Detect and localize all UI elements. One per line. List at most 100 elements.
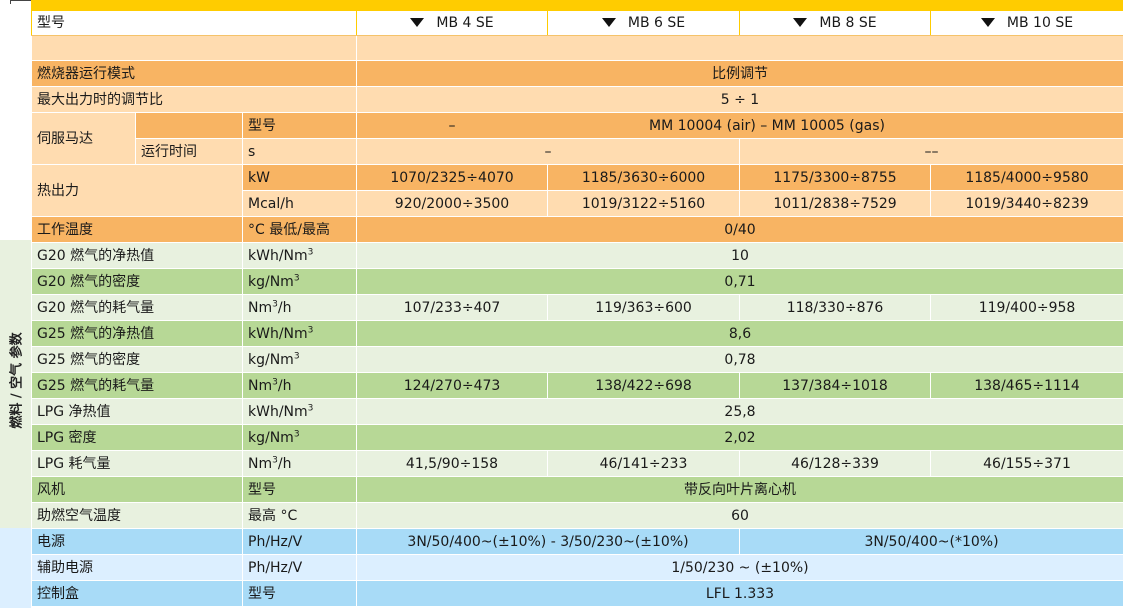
- table-row: G20 燃气的净热值 kWh/Nm3 10: [31, 242, 1123, 269]
- cell-value: 137/384÷1018: [739, 372, 931, 399]
- row-label: G25 燃气的密度: [31, 346, 243, 373]
- table-row: 电源 Ph/Hz/V 3N/50/400~(±10%) - 3/50/230~(…: [31, 528, 1123, 555]
- row-unit: kg/Nm3: [242, 268, 357, 295]
- row-unit: Ph/Hz/V: [242, 528, 357, 555]
- dropdown-triangle-icon: [793, 17, 808, 27]
- cell-value: 1070/2325÷4070: [356, 164, 548, 191]
- cell-value: 46/141÷233: [547, 450, 740, 477]
- table-row: 控制盒 型号 LFL 1.333: [31, 580, 1123, 607]
- cell-value: 1185/3630÷6000: [547, 164, 740, 191]
- row-label: G25 燃气的净热值: [31, 320, 243, 347]
- table-row: G25 燃气的净热值 kWh/Nm3 8,6: [31, 320, 1123, 347]
- cell-value: 1019/3122÷5160: [547, 190, 740, 217]
- row-unit: Nm3/h: [242, 450, 357, 477]
- row-unit: kW: [242, 164, 357, 191]
- cell-value: 1019/3440÷8239: [930, 190, 1123, 217]
- row-value: 8,6: [356, 320, 1123, 347]
- row-unit: 型号: [242, 476, 357, 503]
- cell-value: 1185/4000÷9580: [930, 164, 1123, 191]
- model-select-mb6[interactable]: MB 6 SE: [547, 10, 740, 36]
- row-value: 1/50/230 ~ (±10%): [356, 554, 1123, 581]
- cell-value: 41,5/90÷158: [356, 450, 548, 477]
- spec-table: 型号 MB 4 SE MB 6 SE MB 8 SE MB 10 SE 燃烧器运…: [31, 10, 1123, 607]
- row-unit: Mcal/h: [242, 190, 357, 217]
- row-value: –: [356, 138, 740, 165]
- table-row: 助燃空气温度 最高 °C 60: [31, 502, 1123, 529]
- row-unit: Ph/Hz/V: [242, 554, 357, 581]
- row-value: 0/40: [356, 216, 1123, 243]
- row-unit: kg/Nm3: [242, 424, 357, 451]
- spacer-row: [31, 35, 1123, 61]
- row-unit: 型号: [242, 580, 357, 607]
- row-value: 比例调节: [356, 60, 1123, 87]
- cell-value: 46/128÷339: [739, 450, 931, 477]
- model-header-row: 型号 MB 4 SE MB 6 SE MB 8 SE MB 10 SE: [31, 10, 1123, 36]
- corner-rule: [10, 0, 32, 1]
- row-value: 2,02: [356, 424, 1123, 451]
- fuel-section-strip: [0, 240, 31, 528]
- dropdown-triangle-icon: [410, 17, 425, 27]
- row-label: 热出力: [31, 164, 243, 217]
- row-label: 电源: [31, 528, 243, 555]
- row-unit: s: [242, 138, 357, 165]
- row-label: LPG 密度: [31, 424, 243, 451]
- row-value: – MM 10004 (air) – MM 10005 (gas): [356, 112, 1123, 139]
- row-label: LPG 耗气量: [31, 450, 243, 477]
- row-unit: Nm3/h: [242, 372, 357, 399]
- row-value: 5 ÷ 1: [356, 86, 1123, 113]
- cell-value: 138/422÷698: [547, 372, 740, 399]
- row-value: 0,78: [356, 346, 1123, 373]
- row-label: 控制盒: [31, 580, 243, 607]
- model-select-mb10[interactable]: MB 10 SE: [930, 10, 1123, 36]
- header-label: 型号: [31, 10, 357, 36]
- model-select-mb8[interactable]: MB 8 SE: [739, 10, 931, 36]
- row-value: 60: [356, 502, 1123, 529]
- table-row: LPG 密度 kg/Nm3 2,02: [31, 424, 1123, 451]
- table-row: 风机 型号 带反向叶片离心机: [31, 476, 1123, 503]
- row-label: LPG 净热值: [31, 398, 243, 425]
- row-label: G20 燃气的密度: [31, 268, 243, 295]
- cell-value: 1175/3300÷8755: [739, 164, 931, 191]
- table-row: 最大出力时的调节比 5 ÷ 1: [31, 86, 1123, 113]
- row-label: 伺服马达: [31, 112, 136, 165]
- table-row: LPG 耗气量 Nm3/h 41,5/90÷158 46/141÷233 46/…: [31, 450, 1123, 477]
- table-row: 辅助电源 Ph/Hz/V 1/50/230 ~ (±10%): [31, 554, 1123, 581]
- cell-value: 119/400÷958: [930, 294, 1123, 321]
- corner-mark: [10, 0, 11, 4]
- row-label: 辅助电源: [31, 554, 243, 581]
- row-sublabel: 运行时间: [135, 138, 243, 165]
- row-unit: kWh/Nm3: [242, 398, 357, 425]
- dropdown-triangle-icon: [601, 17, 616, 27]
- row-value: 25,8: [356, 398, 1123, 425]
- row-label: G20 燃气的净热值: [31, 242, 243, 269]
- row-unit: kWh/Nm3: [242, 320, 357, 347]
- row-value: 10: [356, 242, 1123, 269]
- electrical-section-strip: [0, 528, 31, 608]
- cell-value: 107/233÷407: [356, 294, 548, 321]
- table-row: 热出力 kW 1070/2325÷4070 1185/3630÷6000 117…: [31, 164, 1123, 217]
- cell-value: 1011/2838÷7529: [739, 190, 931, 217]
- row-label: 工作温度: [31, 216, 243, 243]
- model-select-mb4[interactable]: MB 4 SE: [356, 10, 548, 36]
- row-value: LFL 1.333: [356, 580, 1123, 607]
- table-row: G20 燃气的密度 kg/Nm3 0,71: [31, 268, 1123, 295]
- cell-value: 124/270÷473: [356, 372, 548, 399]
- cell-value: 118/330÷876: [739, 294, 931, 321]
- cell-value: 119/363÷600: [547, 294, 740, 321]
- row-unit: 最高 °C: [242, 502, 357, 529]
- row-unit: kWh/Nm3: [242, 242, 357, 269]
- cell-value: 46/155÷371: [930, 450, 1123, 477]
- table-row: 燃烧器运行模式 比例调节: [31, 60, 1123, 87]
- row-label: 助燃空气温度: [31, 502, 243, 529]
- table-row: G20 燃气的耗气量 Nm3/h 107/233÷407 119/363÷600…: [31, 294, 1123, 321]
- row-value: 0,71: [356, 268, 1123, 295]
- row-unit: Nm3/h: [242, 294, 357, 321]
- dropdown-triangle-icon: [980, 17, 995, 27]
- row-label: 燃烧器运行模式: [31, 60, 357, 87]
- row-unit: kg/Nm3: [242, 346, 357, 373]
- fuel-section-label: 燃料 / 空气 参数: [9, 331, 25, 429]
- row-label: 风机: [31, 476, 243, 503]
- header-accent-bar: [31, 0, 1123, 10]
- row-value: ––: [739, 138, 1123, 165]
- row-value: 3N/50/400~(*10%): [739, 528, 1123, 555]
